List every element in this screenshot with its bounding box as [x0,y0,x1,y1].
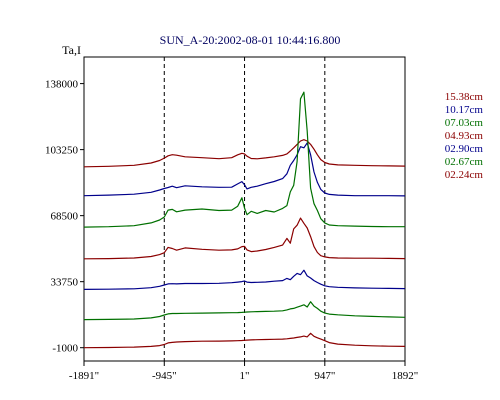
series-line-02.24cm [83,332,406,349]
legend-item: 15.38cm [445,91,484,103]
chart-title: SUN_A-20:2002-08-01 10:44:16.800 [160,33,341,47]
series-line-02.90cm [83,269,406,290]
y-tick-label: 138000 [45,79,79,91]
x-tick-label: 947" [314,370,335,382]
y-tick-label: 33750 [51,277,79,289]
series-line-07.03cm [83,91,405,228]
legend-item: 02.24cm [445,169,484,181]
x-tick-label: 1892" [392,370,419,382]
x-tick-label: -1891" [69,370,99,382]
y-tick-label: -1000 [52,343,78,355]
y-axis-label: Ta,I [62,43,81,57]
legend-item: 07.03cm [445,117,484,129]
y-tick-label: 103250 [45,145,79,157]
series-line-02.67cm [83,301,406,321]
series-line-15.38cm [83,139,406,168]
x-tick-label: -945" [152,370,177,382]
legend-item: 02.67cm [445,156,484,168]
series-line-04.93cm [83,217,406,260]
legend-item: 02.90cm [445,143,484,155]
y-tick-label: 68500 [51,211,79,223]
series-line-10.17cm [83,142,406,197]
legend-item: 04.93cm [445,130,484,142]
legend-item: 10.17cm [445,104,484,116]
x-tick-label: 1" [240,370,250,382]
